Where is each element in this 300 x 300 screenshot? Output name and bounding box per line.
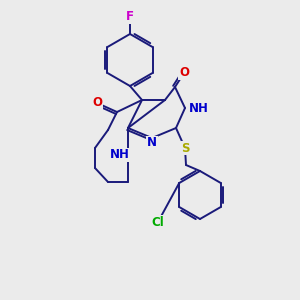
Text: Cl: Cl <box>152 215 164 229</box>
Text: F: F <box>126 11 134 23</box>
Text: NH: NH <box>189 101 209 115</box>
Text: N: N <box>147 136 157 149</box>
Text: O: O <box>92 97 102 110</box>
Text: O: O <box>179 67 189 80</box>
Text: S: S <box>181 142 189 154</box>
Text: NH: NH <box>110 148 130 161</box>
